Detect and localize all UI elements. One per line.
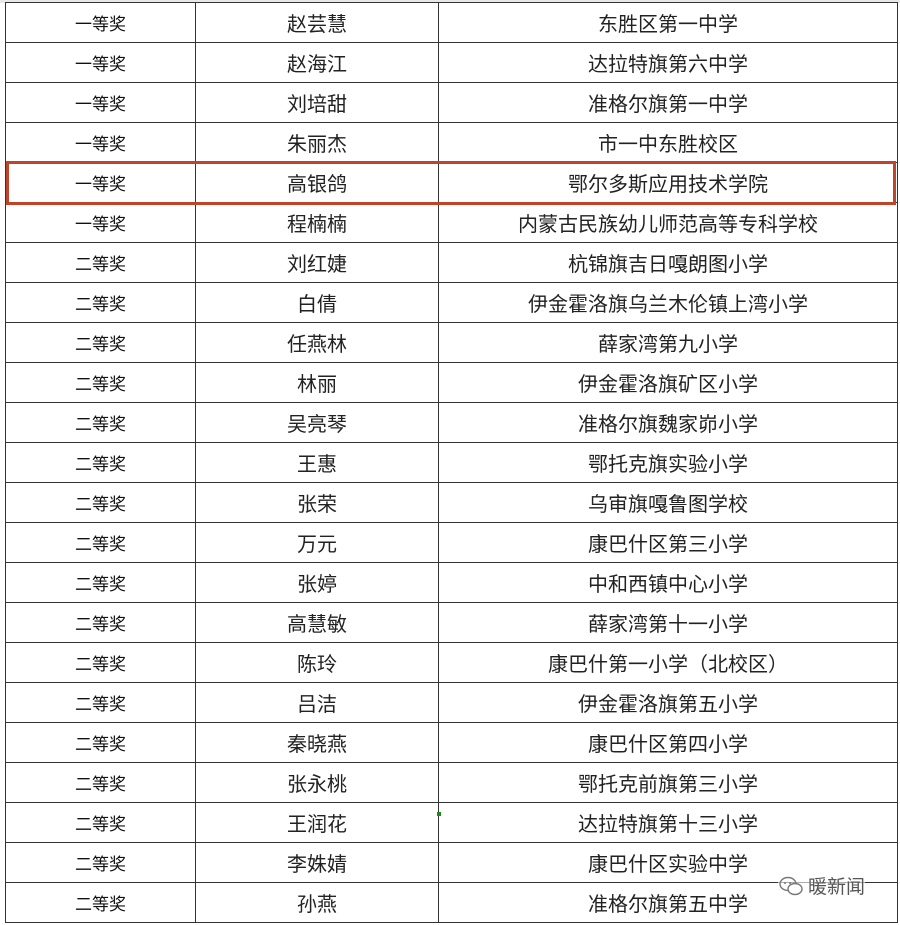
award-cell: 二等奖 — [5, 802, 196, 843]
table-row: 二等奖 秦晓燕 康巴什区第四小学 — [5, 722, 898, 763]
school-cell: 东胜区第一中学 — [438, 2, 898, 43]
award-cell: 二等奖 — [5, 282, 196, 323]
table-row: 一等奖 朱丽杰 市一中东胜校区 — [5, 122, 898, 163]
award-cell: 二等奖 — [5, 602, 196, 643]
award-cell: 二等奖 — [5, 762, 196, 803]
award-cell: 一等奖 — [5, 162, 196, 203]
name-cell: 刘红婕 — [195, 242, 439, 283]
table-row: 二等奖 万元 康巴什区第三小学 — [5, 522, 898, 563]
table-row: 二等奖 吴亮琴 准格尔旗魏家峁小学 — [5, 402, 898, 443]
name-cell: 王惠 — [195, 442, 439, 483]
table-row: 一等奖 赵芸慧 东胜区第一中学 — [5, 2, 898, 43]
school-cell: 鄂托克旗实验小学 — [438, 442, 898, 483]
award-cell: 二等奖 — [5, 882, 196, 923]
name-cell: 王润花 — [195, 802, 439, 843]
name-cell: 张婷 — [195, 562, 439, 603]
school-cell: 康巴什第一小学（北校区） — [438, 642, 898, 683]
school-cell: 薛家湾第十一小学 — [438, 602, 898, 643]
table-row: 二等奖 张永桃 鄂托克前旗第三小学 — [5, 762, 898, 803]
table-row: 二等奖 张荣 乌审旗嘎鲁图学校 — [5, 482, 898, 523]
name-cell: 赵芸慧 — [195, 2, 439, 43]
award-cell: 二等奖 — [5, 682, 196, 723]
award-cell: 二等奖 — [5, 482, 196, 523]
table-row: 二等奖 高慧敏 薛家湾第十一小学 — [5, 602, 898, 643]
name-cell: 张永桃 — [195, 762, 439, 803]
award-cell: 二等奖 — [5, 562, 196, 603]
table-row: 二等奖 孙燕 准格尔旗第五中学 — [5, 882, 898, 923]
table-row: 一等奖 程楠楠 内蒙古民族幼儿师范高等专科学校 — [5, 202, 898, 243]
school-cell: 达拉特旗第十三小学 — [438, 802, 898, 843]
name-cell: 吕洁 — [195, 682, 439, 723]
name-cell: 秦晓燕 — [195, 722, 439, 763]
table-row: 二等奖 林丽 伊金霍洛旗矿区小学 — [5, 362, 898, 403]
school-cell: 准格尔旗魏家峁小学 — [438, 402, 898, 443]
school-cell: 伊金霍洛旗矿区小学 — [438, 362, 898, 403]
name-cell: 万元 — [195, 522, 439, 563]
watermark: 暖新闻 — [778, 872, 866, 899]
school-cell: 市一中东胜校区 — [438, 122, 898, 163]
table-row: 二等奖 李姝婧 康巴什区实验中学 — [5, 842, 898, 883]
table-row: 一等奖 赵海江 达拉特旗第六中学 — [5, 42, 898, 83]
table-row: 一等奖 刘培甜 准格尔旗第一中学 — [5, 82, 898, 123]
school-cell: 中和西镇中心小学 — [438, 562, 898, 603]
award-table: 一等奖 赵芸慧 东胜区第一中学 一等奖 赵海江 达拉特旗第六中学 一等奖 刘培甜 准格尔旗第一中… — [5, 2, 898, 923]
name-cell: 白倩 — [195, 282, 439, 323]
award-cell: 一等奖 — [5, 2, 196, 43]
wechat-icon — [779, 876, 803, 895]
table-row: 二等奖 吕洁 伊金霍洛旗第五小学 — [5, 682, 898, 723]
school-cell: 鄂托克前旗第三小学 — [438, 762, 898, 803]
name-cell: 林丽 — [195, 362, 439, 403]
table-row: 二等奖 张婷 中和西镇中心小学 — [5, 562, 898, 603]
watermark-text: 暖新闻 — [808, 876, 866, 898]
name-cell: 陈玲 — [195, 642, 439, 683]
award-cell: 二等奖 — [5, 642, 196, 683]
table-row: 二等奖 白倩 伊金霍洛旗乌兰木伦镇上湾小学 — [5, 282, 898, 323]
name-cell: 刘培甜 — [195, 82, 439, 123]
award-cell: 二等奖 — [5, 362, 196, 403]
school-cell: 薛家湾第九小学 — [438, 322, 898, 363]
award-cell: 一等奖 — [5, 42, 196, 83]
cell-comment-marker — [437, 812, 441, 816]
school-cell: 伊金霍洛旗第五小学 — [438, 682, 898, 723]
award-cell: 一等奖 — [5, 202, 196, 243]
name-cell: 孙燕 — [195, 882, 439, 923]
award-cell: 一等奖 — [5, 122, 196, 163]
name-cell: 朱丽杰 — [195, 122, 439, 163]
name-cell: 张荣 — [195, 482, 439, 523]
table-row: 二等奖 陈玲 康巴什第一小学（北校区） — [5, 642, 898, 683]
table-row: 二等奖 刘红婕 杭锦旗吉日嘎朗图小学 — [5, 242, 898, 283]
name-cell: 吴亮琴 — [195, 402, 439, 443]
award-cell: 二等奖 — [5, 522, 196, 563]
school-cell: 达拉特旗第六中学 — [438, 42, 898, 83]
name-cell: 李姝婧 — [195, 842, 439, 883]
name-cell: 高慧敏 — [195, 602, 439, 643]
top-strip — [0, 0, 900, 3]
award-cell: 二等奖 — [5, 442, 196, 483]
school-cell: 伊金霍洛旗乌兰木伦镇上湾小学 — [438, 282, 898, 323]
school-cell: 康巴什区第三小学 — [438, 522, 898, 563]
award-cell: 一等奖 — [5, 82, 196, 123]
school-cell: 鄂尔多斯应用技术学院 — [438, 162, 898, 203]
school-cell: 康巴什区第四小学 — [438, 722, 898, 763]
award-cell: 二等奖 — [5, 322, 196, 363]
name-cell: 赵海江 — [195, 42, 439, 83]
table-row: 二等奖 王惠 鄂托克旗实验小学 — [5, 442, 898, 483]
school-cell: 杭锦旗吉日嘎朗图小学 — [438, 242, 898, 283]
award-cell: 二等奖 — [5, 842, 196, 883]
school-cell: 准格尔旗第一中学 — [438, 82, 898, 123]
school-cell: 内蒙古民族幼儿师范高等专科学校 — [438, 202, 898, 243]
name-cell: 任燕林 — [195, 322, 439, 363]
name-cell: 高银鸽 — [195, 162, 439, 203]
school-cell: 乌审旗嘎鲁图学校 — [438, 482, 898, 523]
award-cell: 二等奖 — [5, 722, 196, 763]
table-row: 二等奖 任燕林 薛家湾第九小学 — [5, 322, 898, 363]
table-row-highlighted: 一等奖 高银鸽 鄂尔多斯应用技术学院 — [5, 162, 898, 203]
award-cell: 二等奖 — [5, 402, 196, 443]
name-cell: 程楠楠 — [195, 202, 439, 243]
table-row: 二等奖 王润花 达拉特旗第十三小学 — [5, 802, 898, 843]
award-cell: 二等奖 — [5, 242, 196, 283]
